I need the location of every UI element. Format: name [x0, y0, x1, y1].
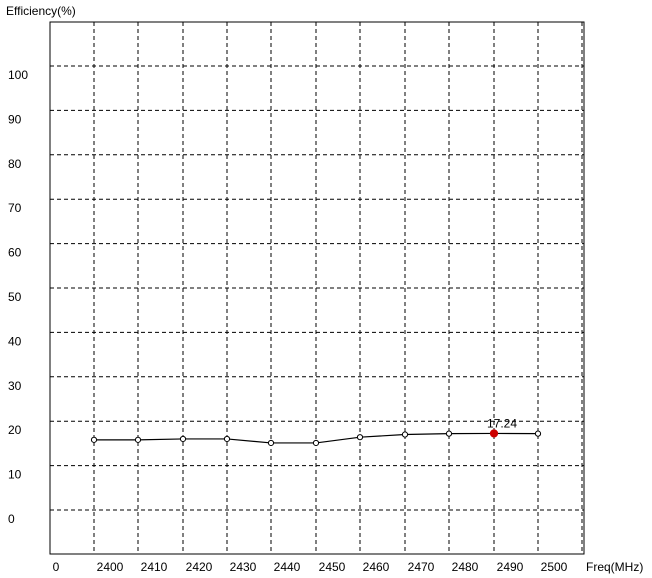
x-tick-label: 2450 — [319, 560, 346, 574]
data-point — [356, 434, 364, 441]
grid — [50, 22, 584, 554]
x-tick-labels: 0 2400 2410 2420 2430 2440 2450 2460 2470 2480 249… — [53, 560, 568, 574]
y-tick-labels: 0 10 20 30 40 50 60 70 80 90 100 — [8, 68, 28, 526]
y-tick-label: 80 — [8, 157, 22, 171]
data-point — [223, 435, 231, 443]
y-tick-label: 40 — [8, 334, 22, 348]
x-axis-title: Freq(MHz) — [586, 560, 643, 574]
y-tick-label: 70 — [8, 201, 22, 215]
data-point — [401, 431, 409, 438]
x-tick-label: 2430 — [230, 560, 257, 574]
data-point — [90, 436, 98, 443]
y-tick-label: 90 — [8, 112, 22, 126]
x-tick-label: 2440 — [274, 560, 301, 574]
highlight-label: 17.24 — [487, 416, 517, 430]
x-tick-label: 2460 — [363, 560, 390, 574]
y-tick-label: 30 — [8, 379, 22, 393]
data-point — [445, 430, 453, 437]
y-tick-label: 10 — [8, 468, 22, 482]
series-group: 17.24 — [90, 416, 542, 447]
data-point — [312, 439, 320, 447]
y-tick-label: 60 — [8, 246, 22, 260]
x-tick-label: 2420 — [186, 560, 213, 574]
highlight-point — [489, 429, 499, 438]
y-tick-label: 0 — [8, 512, 15, 526]
x-tick-label: 2400 — [97, 560, 124, 574]
y-tick-label: 100 — [8, 68, 28, 82]
x-tick-label: 2410 — [141, 560, 168, 574]
data-point — [534, 430, 542, 437]
y-tick-label: 20 — [8, 423, 22, 437]
y-axis-title: Efficiency(%) — [6, 4, 76, 18]
x-tick-label: 2470 — [408, 560, 435, 574]
data-point — [134, 436, 142, 443]
data-point — [267, 439, 275, 447]
x-tick-label: 2500 — [541, 560, 568, 574]
x-tick-label: 2490 — [497, 560, 524, 574]
y-tick-label: 50 — [8, 290, 22, 304]
x-tick-label: 2480 — [452, 560, 479, 574]
x-tick-label: 0 — [53, 560, 60, 574]
data-point — [179, 435, 187, 443]
